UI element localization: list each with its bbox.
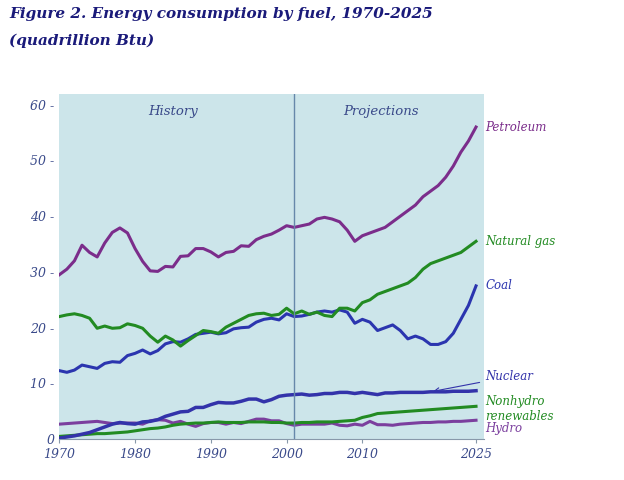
Text: Coal: Coal — [485, 279, 512, 292]
Text: Figure 2. Energy consumption by fuel, 1970-2025: Figure 2. Energy consumption by fuel, 19… — [9, 7, 433, 21]
Text: History: History — [148, 105, 198, 118]
Text: (quadrillion Btu): (quadrillion Btu) — [9, 34, 155, 48]
Text: Nonhydro
renewables: Nonhydro renewables — [485, 395, 553, 423]
Text: Natural gas: Natural gas — [485, 235, 555, 248]
Text: Hydro: Hydro — [485, 422, 522, 435]
Text: Projections: Projections — [344, 105, 419, 118]
Text: Nuclear: Nuclear — [434, 370, 533, 393]
Text: Petroleum: Petroleum — [485, 120, 547, 133]
